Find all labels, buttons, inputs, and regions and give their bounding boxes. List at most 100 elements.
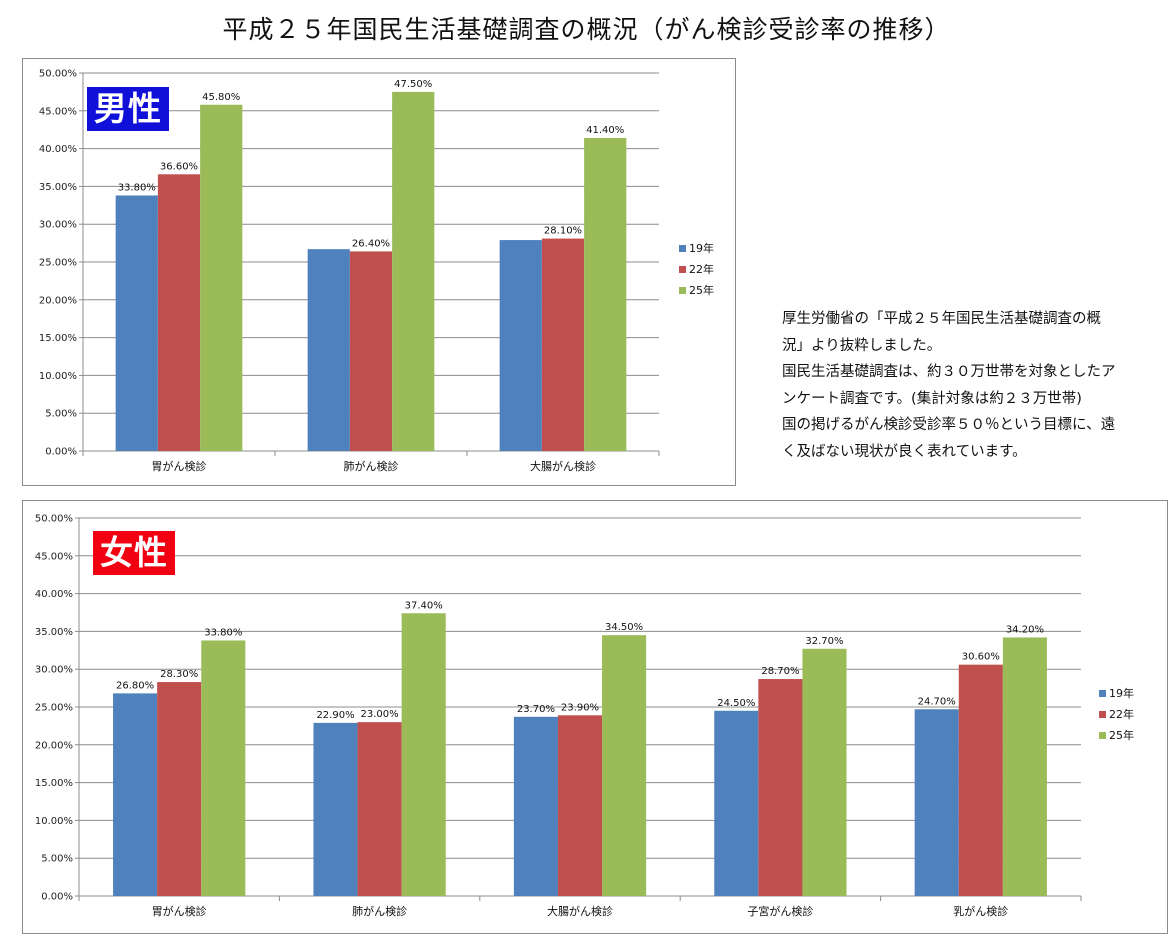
bar xyxy=(201,640,246,896)
y-tick-label: 30.00% xyxy=(35,665,73,676)
legend-swatch xyxy=(679,266,686,273)
legend-label: 19年 xyxy=(689,241,714,255)
y-tick-label: 50.00% xyxy=(39,69,77,80)
data-label: 33.80% xyxy=(118,182,156,193)
y-tick-label: 0.00% xyxy=(45,447,77,458)
bar xyxy=(357,722,402,896)
data-label: 41.40% xyxy=(586,125,624,136)
y-tick-label: 10.00% xyxy=(35,816,73,827)
data-label: 36.60% xyxy=(160,161,198,172)
page-title: 平成２５年国民生活基礎調査の概況（がん検診受診率の推移） xyxy=(222,15,951,44)
data-label: 28.10% xyxy=(544,226,582,237)
note-line: 況」より抜粋しました。 xyxy=(782,337,942,354)
data-label: 34.50% xyxy=(605,622,643,633)
bar xyxy=(584,138,627,451)
y-tick-label: 0.00% xyxy=(41,892,73,903)
legend-swatch xyxy=(1099,711,1106,718)
female-chart-svg: 0.00% 5.00% 10.00% 15.00% 20.00% 25.00% 30.00%… xyxy=(35,514,1134,919)
data-label: 34.20% xyxy=(1006,624,1044,635)
category-label: 子宮がん検診 xyxy=(747,904,813,918)
bar xyxy=(513,716,558,896)
bar xyxy=(307,249,350,451)
bar xyxy=(115,195,158,451)
y-tick-label: 20.00% xyxy=(39,295,77,306)
data-label: 24.50% xyxy=(717,698,755,709)
data-label: 24.70% xyxy=(918,696,956,707)
female-badge: 女性 xyxy=(93,531,175,575)
y-tick-label: 5.00% xyxy=(41,854,73,865)
data-label: 30.60% xyxy=(962,652,1000,663)
y-tick-label: 20.00% xyxy=(35,740,73,751)
source-note: 厚生労働省の「平成２５年国民生活基礎調査の概 況」より抜粋しました。 国民生活基… xyxy=(782,306,1162,465)
y-tick-label: 40.00% xyxy=(35,589,73,600)
male-badge: 男性 xyxy=(87,87,169,131)
category-label: 大腸がん検診 xyxy=(530,459,596,473)
male-chart-svg: 0.00% 5.00% 10.00% 15.00% 20.00% 25.00% 30.00%… xyxy=(39,69,714,474)
category-label: 肺がん検診 xyxy=(344,459,399,473)
bar xyxy=(157,174,201,451)
bar xyxy=(758,679,803,896)
bar xyxy=(313,722,358,896)
bar xyxy=(499,240,542,451)
bar xyxy=(349,251,393,451)
y-tick-label: 10.00% xyxy=(39,371,77,382)
category-label: 胃がん検診 xyxy=(152,904,207,918)
y-tick-label: 15.00% xyxy=(35,778,73,789)
data-label: 45.80% xyxy=(202,92,240,103)
data-label: 47.50% xyxy=(394,79,432,90)
data-label: 28.30% xyxy=(160,669,198,680)
category-label: 大腸がん検診 xyxy=(547,904,613,918)
legend-label: 22年 xyxy=(1109,707,1134,721)
bar xyxy=(541,238,585,451)
bar xyxy=(392,91,435,452)
note-line: ンケート調査です。(集計対象は約２３万世帯) xyxy=(782,390,1082,407)
note-line: く及ばない現状が良く表れています。 xyxy=(782,443,1027,460)
bar xyxy=(401,613,446,896)
data-label: 37.40% xyxy=(405,600,443,611)
y-tick-label: 25.00% xyxy=(39,258,77,269)
bar xyxy=(200,104,243,451)
note-line: 国民生活基礎調査は、約３０万世帯を対象としたア xyxy=(782,364,1116,380)
y-tick-label: 45.00% xyxy=(35,551,73,562)
y-tick-label: 5.00% xyxy=(45,409,77,420)
legend-label: 22年 xyxy=(689,262,714,276)
y-tick-label: 35.00% xyxy=(39,182,77,193)
y-tick-label: 45.00% xyxy=(39,106,77,117)
y-tick-label: 35.00% xyxy=(35,627,73,638)
category-label: 胃がん検診 xyxy=(152,459,207,473)
legend-label: 19年 xyxy=(1109,686,1134,700)
note-line: 厚生労働省の「平成２５年国民生活基礎調査の概 xyxy=(782,311,1101,327)
y-tick-label: 40.00% xyxy=(39,144,77,155)
male-chart: 0.00% 5.00% 10.00% 15.00% 20.00% 25.00% 30.00%… xyxy=(22,58,736,486)
bar xyxy=(113,693,158,896)
legend-label: 25年 xyxy=(1109,728,1134,742)
data-label: 32.70% xyxy=(805,636,843,647)
bar xyxy=(802,648,847,896)
bar xyxy=(714,710,759,896)
y-tick-label: 25.00% xyxy=(35,703,73,714)
bar xyxy=(914,709,959,896)
legend-swatch xyxy=(1099,690,1106,697)
bar xyxy=(958,664,1003,896)
bar xyxy=(602,635,647,896)
data-label: 22.90% xyxy=(316,710,354,721)
bar xyxy=(557,715,603,896)
data-label: 28.70% xyxy=(761,666,799,677)
data-label: 26.80% xyxy=(116,680,154,691)
legend-swatch xyxy=(1099,732,1106,739)
data-label: 23.70% xyxy=(517,704,555,715)
legend-label: 25年 xyxy=(689,283,714,297)
y-tick-label: 15.00% xyxy=(39,333,77,344)
y-tick-label: 50.00% xyxy=(35,514,73,525)
female-chart: 0.00% 5.00% 10.00% 15.00% 20.00% 25.00% 30.00%… xyxy=(22,500,1168,934)
category-label: 肺がん検診 xyxy=(352,904,407,918)
y-tick-label: 30.00% xyxy=(39,220,77,231)
data-label: 23.00% xyxy=(361,709,399,720)
note-line: 国の掲げるがん検診受診率５０％という目標に、遠 xyxy=(782,417,1116,433)
legend-swatch xyxy=(679,245,686,252)
legend-swatch xyxy=(679,287,686,294)
data-label: 26.40% xyxy=(352,238,390,249)
bar xyxy=(1002,637,1047,896)
data-label: 23.90% xyxy=(561,702,599,713)
bar xyxy=(157,682,202,896)
